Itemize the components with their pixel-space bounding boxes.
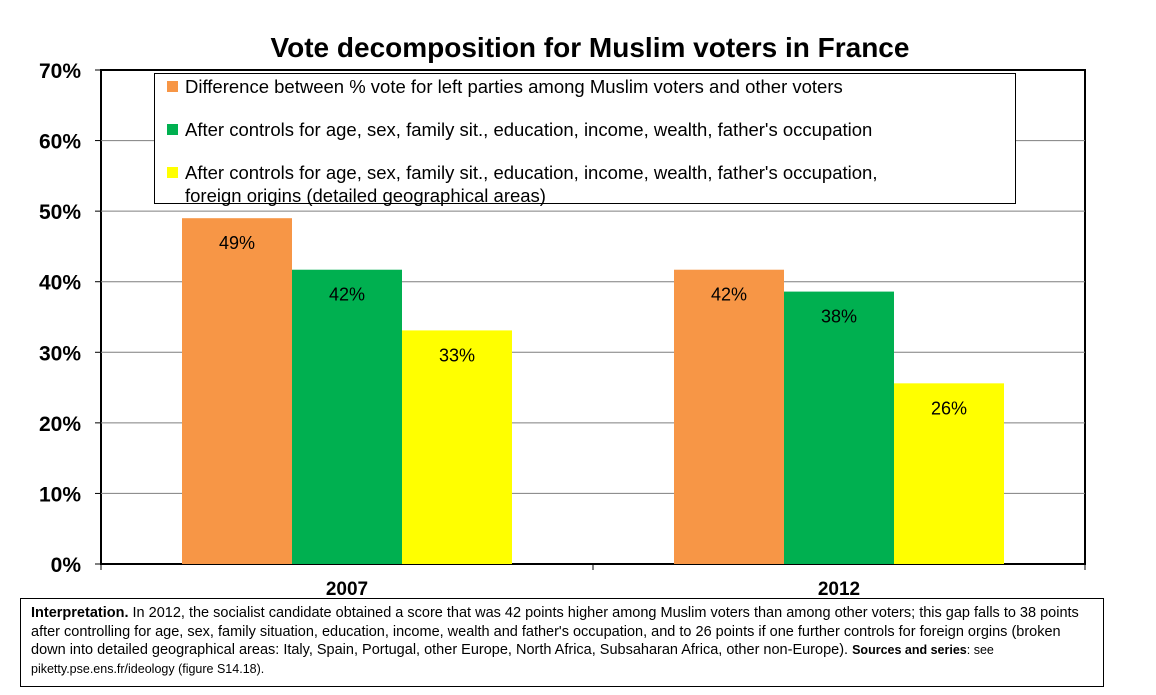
legend-swatch-green	[167, 124, 178, 135]
data-label: 26%	[931, 398, 967, 418]
y-tick-label: 60%	[39, 131, 81, 154]
y-tick-label: 30%	[39, 342, 81, 365]
interpretation-label: Interpretation.	[31, 605, 129, 621]
sources-text: : see piketty.pse.ens.fr/ideology (figur…	[31, 643, 994, 676]
data-label: 42%	[711, 285, 747, 305]
legend-item-difference: Difference between % vote for left parti…	[167, 75, 843, 98]
y-tick-label: 50%	[39, 201, 81, 224]
legend-label: foreign origins (detailed geographical a…	[185, 185, 546, 206]
x-tick-label: 2007	[326, 579, 368, 600]
bar	[674, 269, 784, 564]
legend-item-controls-origins: After controls for age, sex, family sit.…	[167, 161, 878, 207]
y-tick-label: 40%	[39, 272, 81, 295]
chart-title: Vote decomposition for Muslim voters in …	[270, 32, 910, 63]
legend-item-controls: After controls for age, sex, family sit.…	[167, 118, 873, 141]
y-tick-label: 20%	[39, 413, 81, 436]
data-label: 42%	[329, 285, 365, 305]
y-tick-label: 10%	[39, 483, 81, 506]
bar	[894, 383, 1004, 564]
bar	[182, 218, 292, 564]
y-tick-label: 70%	[39, 60, 81, 83]
data-labels: 49% 42% 33% 42% 38% 26%	[219, 233, 967, 418]
data-label: 49%	[219, 233, 255, 253]
bar	[784, 291, 894, 564]
data-label: 33%	[439, 345, 475, 365]
interpretation-note: Interpretation. In 2012, the socialist c…	[20, 598, 1104, 687]
data-label: 38%	[821, 307, 857, 327]
legend-label: Difference between % vote for left parti…	[185, 76, 843, 97]
sources-label: Sources and series	[852, 643, 967, 658]
bar	[402, 330, 512, 564]
legend: Difference between % vote for left parti…	[154, 73, 1016, 207]
legend-swatch-yellow	[167, 167, 178, 178]
legend-label: After controls for age, sex, family sit.…	[185, 162, 878, 183]
legend-swatch-orange	[167, 81, 178, 92]
y-tick-label: 0%	[51, 554, 82, 577]
bar	[292, 269, 402, 564]
axes: 0% 10% 20% 30% 40% 50% 60% 70% 2007 2012	[39, 60, 1086, 600]
x-tick-label: 2012	[818, 579, 860, 600]
interpretation-text: In 2012, the socialist candidate obtaine…	[31, 605, 1079, 659]
bars	[182, 218, 1004, 564]
legend-label: After controls for age, sex, family sit.…	[185, 119, 873, 140]
